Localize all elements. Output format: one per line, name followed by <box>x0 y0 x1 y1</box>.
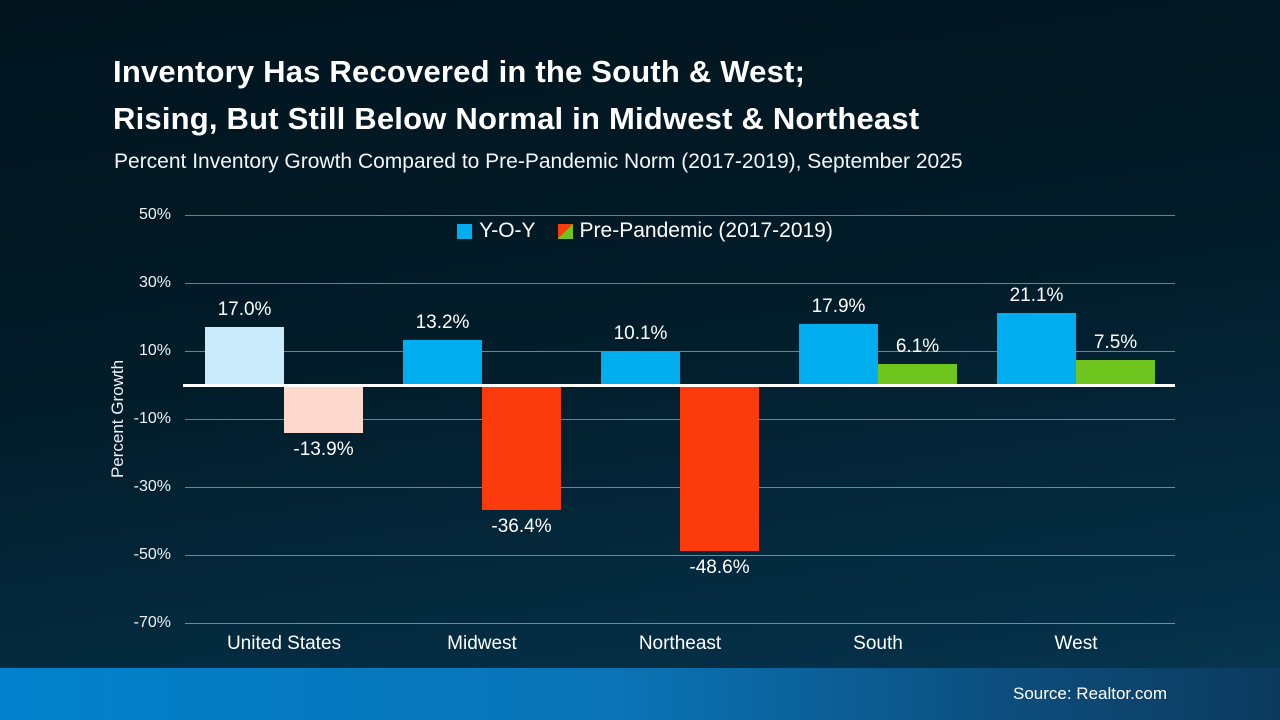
legend-item-pre-pandemic-2017-2019: Pre-Pandemic (2017-2019) <box>557 219 833 243</box>
y-tick-label--10: -10% <box>133 410 171 427</box>
value-label-y-o-y-west: 21.1% <box>1009 285 1064 307</box>
category-label-northeast: Northeast <box>638 633 722 654</box>
value-label-y-o-y-south: 17.9% <box>811 296 866 318</box>
bar-pre-pandemic-2017-2019-west <box>1076 359 1155 385</box>
bar-y-o-y-west <box>997 313 1076 385</box>
gridline--50 <box>185 555 1175 556</box>
bar-y-o-y-south <box>799 324 878 385</box>
bar-pre-pandemic-2017-2019-united-states <box>284 386 363 434</box>
footer-bar: Source: Realtor.com <box>0 668 1280 720</box>
y-tick-label-30: 30% <box>138 274 171 291</box>
value-label-pre-pandemic-2017-2019-south: 6.1% <box>895 336 940 358</box>
gridline-10 <box>185 351 1175 352</box>
bar-pre-pandemic-2017-2019-south <box>878 364 957 385</box>
legend-item-y-o-y: Y-O-Y <box>457 219 536 243</box>
bar-y-o-y-northeast <box>601 350 680 385</box>
chart-legend: Y-O-Y Pre-Pandemic (2017-2019) <box>150 219 1140 243</box>
y-tick-label--30: -30% <box>133 478 171 495</box>
chart-title-line2: Rising, But Still Below Normal in Midwes… <box>113 101 920 136</box>
legend-swatch-icon <box>457 223 473 239</box>
category-label-united-states: United States <box>226 633 342 654</box>
bar-y-o-y-united-states <box>205 327 284 385</box>
gridline--70 <box>185 623 1175 624</box>
legend-swatch-icon <box>557 223 573 239</box>
chart-title-line1: Inventory Has Recovered in the South & W… <box>113 54 806 89</box>
category-label-west: West <box>1054 633 1098 654</box>
chart-title: Inventory Has Recovered in the South & W… <box>113 48 1193 142</box>
value-label-y-o-y-midwest: 13.2% <box>415 312 470 334</box>
value-label-pre-pandemic-2017-2019-united-states: -13.9% <box>293 439 354 461</box>
y-tick-label--70: -70% <box>133 614 171 631</box>
value-label-y-o-y-united-states: 17.0% <box>217 299 272 321</box>
gridline-30 <box>185 283 1175 284</box>
bar-y-o-y-midwest <box>403 340 482 385</box>
bar-pre-pandemic-2017-2019-midwest <box>482 386 561 510</box>
y-tick-label-10: 10% <box>138 342 171 359</box>
chart-subtitle: Percent Inventory Growth Compared to Pre… <box>114 150 963 173</box>
y-tick-label--50: -50% <box>133 546 171 563</box>
gridline-50 <box>185 215 1175 216</box>
value-label-y-o-y-northeast: 10.1% <box>613 322 668 344</box>
plot-area: Percent Growth Y-O-Y Pre-Pandemic (2017-2… <box>108 206 1175 654</box>
bar-pre-pandemic-2017-2019-northeast <box>680 386 759 552</box>
value-label-pre-pandemic-2017-2019-midwest: -36.4% <box>491 515 552 537</box>
legend-label: Y-O-Y <box>479 219 536 242</box>
category-label-south: South <box>853 633 903 654</box>
y-tick-label-50: 50% <box>138 206 171 223</box>
legend-label: Pre-Pandemic (2017-2019) <box>579 219 833 242</box>
category-label-midwest: Midwest <box>447 633 517 654</box>
source-attribution: Source: Realtor.com <box>1012 684 1167 703</box>
value-label-pre-pandemic-2017-2019-northeast: -48.6% <box>689 557 750 579</box>
value-label-pre-pandemic-2017-2019-west: 7.5% <box>1093 331 1138 353</box>
zero-axis-line <box>183 384 1175 387</box>
